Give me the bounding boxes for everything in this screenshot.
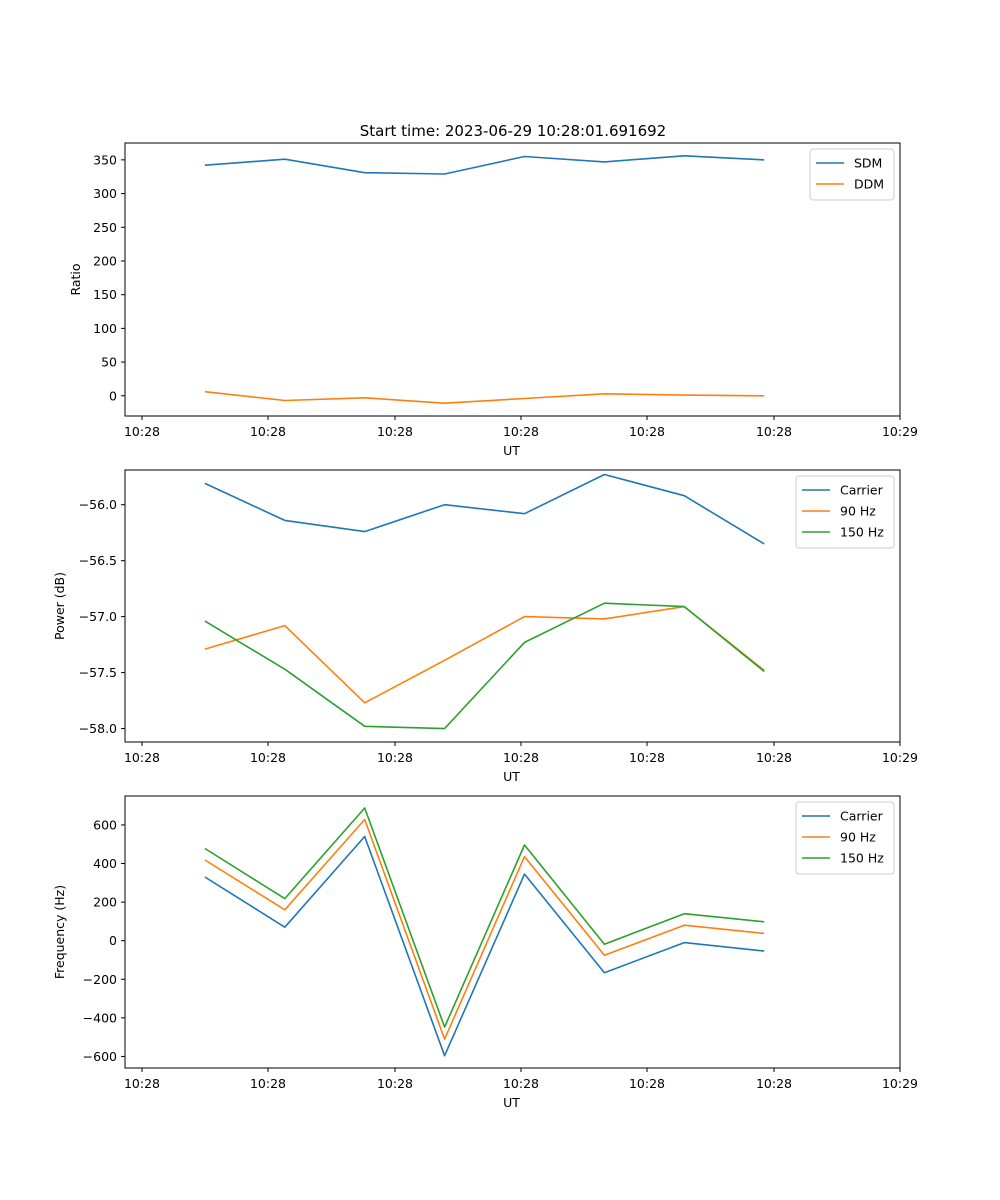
frequency-panel: 10:28 10:28 10:28 10:28 10:28 10:28 10:29 −600 −…: [52, 795, 918, 1110]
y-axis-label: Frequency (Hz): [52, 885, 67, 979]
x-tick-label: 10:29: [882, 1076, 918, 1091]
x-axis-label: UT: [503, 443, 520, 458]
y-tick-label: 300: [93, 186, 117, 201]
x-tick-label: 10:28: [629, 424, 665, 439]
y-tick-label: 600: [93, 817, 117, 832]
x-tick-label: 10:28: [250, 750, 286, 765]
series-line-90-hz: [204, 818, 765, 1040]
y-tick-label: −200: [83, 972, 117, 987]
y-axis-label: Power (dB): [52, 572, 67, 640]
y-tick-label: 400: [93, 856, 117, 871]
x-tick-label: 10:28: [756, 424, 792, 439]
x-tick-label: 10:28: [124, 424, 160, 439]
x-tick-label: 10:29: [882, 750, 918, 765]
legend: Carrier 90 Hz 150 Hz: [795, 475, 895, 549]
x-tick-label: 10:28: [503, 750, 539, 765]
x-tick-label: 10:28: [503, 1076, 539, 1091]
series-line-carrier: [204, 473, 765, 545]
legend-label: 150 Hz: [840, 851, 884, 866]
x-tick-label: 10:28: [377, 424, 413, 439]
y-tick-label: 100: [93, 321, 117, 336]
legend-label: Carrier: [840, 483, 884, 498]
y-tick-label: 250: [93, 220, 117, 235]
legend-label: 150 Hz: [840, 525, 884, 540]
y-axis-label: Ratio: [68, 263, 83, 295]
legend-frame: [795, 475, 895, 549]
x-tick-label: 10:28: [756, 750, 792, 765]
chart-title: Start time: 2023-06-29 10:28:01.691692: [360, 122, 666, 140]
x-axis-label: UT: [503, 1095, 520, 1110]
legend: SDM DDM: [809, 148, 895, 201]
x-tick-label: 10:28: [250, 424, 286, 439]
y-tick-label: −56.0: [79, 497, 117, 512]
y-tick-label: −57.5: [79, 665, 117, 680]
legend-frame: [795, 801, 895, 875]
y-tick-label: 0: [109, 933, 117, 948]
x-tick-label: 10:28: [629, 750, 665, 765]
y-tick-label: 150: [93, 287, 117, 302]
series-line-carrier: [204, 835, 765, 1057]
x-tick-label: 10:28: [377, 750, 413, 765]
x-axis-label: UT: [503, 769, 520, 784]
y-tick-label: 50: [101, 355, 117, 370]
legend-label: SDM: [854, 156, 882, 171]
legend-label: Carrier: [840, 809, 884, 824]
legend-frame: [809, 148, 895, 201]
series-line-150-hz: [204, 602, 765, 730]
ratio-panel: 10:28 10:28 10:28 10:28 10:28 10:28 10:29 0 50 10…: [68, 142, 918, 458]
axes-frame: [124, 142, 901, 417]
y-tick-label: −400: [83, 1010, 117, 1025]
x-tick-label: 10:28: [503, 424, 539, 439]
y-tick-label: −600: [83, 1049, 117, 1064]
legend-label: DDM: [854, 177, 884, 192]
y-tick-label: −58.0: [79, 721, 117, 736]
x-tick-label: 10:28: [377, 1076, 413, 1091]
legend-label: 90 Hz: [840, 830, 876, 845]
x-tick-label: 10:28: [124, 750, 160, 765]
y-tick-label: −57.0: [79, 609, 117, 624]
y-tick-label: 200: [93, 895, 117, 910]
axes-frame: [124, 795, 901, 1069]
y-tick-label: 200: [93, 253, 117, 268]
legend: Carrier 90 Hz 150 Hz: [795, 801, 895, 875]
power-panel: 10:28 10:28 10:28 10:28 10:28 10:28 10:29 −58.0…: [52, 469, 918, 784]
axes-frame: [124, 469, 901, 743]
x-tick-label: 10:29: [882, 424, 918, 439]
series-line-ddm: [204, 390, 765, 405]
legend-label: 90 Hz: [840, 504, 876, 519]
y-tick-label: −56.5: [79, 553, 117, 568]
x-tick-label: 10:28: [124, 1076, 160, 1091]
series-line-sdm: [204, 155, 765, 175]
series-line-150-hz: [204, 807, 765, 1028]
x-tick-label: 10:28: [250, 1076, 286, 1091]
y-tick-label: 0: [109, 388, 117, 403]
x-tick-label: 10:28: [756, 1076, 792, 1091]
x-tick-label: 10:28: [629, 1076, 665, 1091]
series-line-90-hz: [204, 605, 765, 704]
y-tick-label: 350: [93, 152, 117, 167]
